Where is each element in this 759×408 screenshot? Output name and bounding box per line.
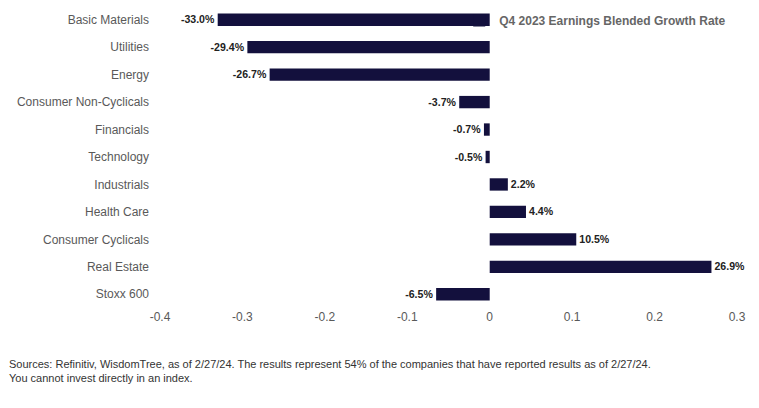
svg-text:0.3: 0.3 [729,310,746,324]
svg-text:Energy: Energy [111,68,149,82]
svg-text:-0.4: -0.4 [150,310,171,324]
svg-text:-0.3: -0.3 [232,310,253,324]
svg-text:Industrials: Industrials [94,178,149,192]
svg-text:-33.0%: -33.0% [181,13,215,25]
svg-text:Stoxx 600: Stoxx 600 [96,287,150,301]
svg-text:10.5%: 10.5% [579,233,610,245]
svg-text:Q4 2023 Earnings Blended Growt: Q4 2023 Earnings Blended Growth Rate [499,14,725,28]
svg-text:Sources: Refinitiv, WisdomTree: Sources: Refinitiv, WisdomTree, as of 2/… [9,358,651,384]
svg-text:-29.4%: -29.4% [211,41,245,53]
svg-text:-6.5%: -6.5% [405,288,433,300]
svg-text:Consumer Non-Cyclicals: Consumer Non-Cyclicals [17,95,149,109]
svg-text:-3.7%: -3.7% [428,96,456,108]
svg-text:2.2%: 2.2% [511,178,536,190]
svg-text:Financials: Financials [95,123,149,137]
svg-text:-0.5%: -0.5% [455,151,483,163]
svg-text:-0.7%: -0.7% [453,123,481,135]
svg-text:-26.7%: -26.7% [233,68,267,80]
svg-text:26.9%: 26.9% [714,260,745,272]
svg-text:Utilities: Utilities [110,40,149,54]
svg-text:-0.2: -0.2 [315,310,336,324]
svg-text:0: 0 [486,310,493,324]
svg-text:Real Estate: Real Estate [87,260,149,274]
svg-text:Basic Materials: Basic Materials [68,13,149,27]
svg-text:Technology: Technology [88,150,149,164]
svg-text:Consumer Cyclicals: Consumer Cyclicals [43,233,149,247]
svg-text:-0.1: -0.1 [397,310,418,324]
svg-text:4.4%: 4.4% [529,205,554,217]
svg-text:0.2: 0.2 [646,310,663,324]
svg-text:0.1: 0.1 [564,310,581,324]
svg-text:Health Care: Health Care [85,205,149,219]
